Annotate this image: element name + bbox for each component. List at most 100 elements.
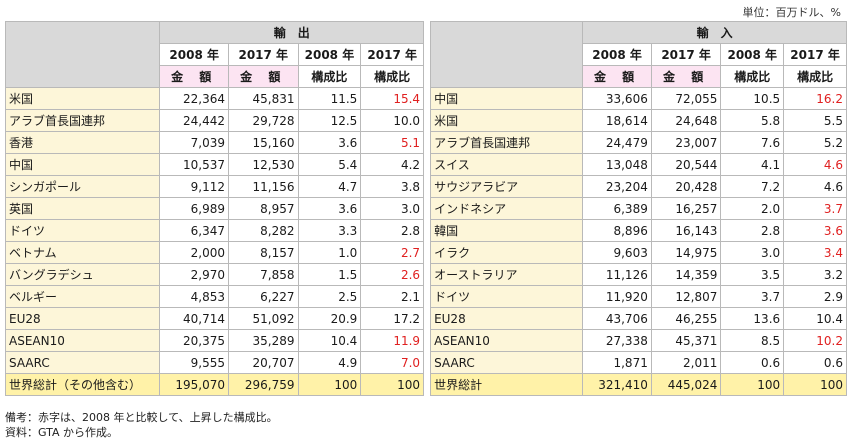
column-gap-cell — [423, 131, 432, 154]
export-amount-2017: 12,530 — [228, 153, 299, 176]
export-partner-name: ASEAN10 — [4, 329, 161, 352]
import-ratio-2008: 2.0 — [720, 197, 785, 220]
import-year-2008-ratio: 2008 年 — [720, 43, 785, 66]
export-ratio-2008: 1.0 — [297, 241, 362, 264]
column-gap-cell — [423, 263, 432, 286]
import-amount-2008: 8,896 — [582, 219, 652, 242]
import-ratio-2017-header: 構成比 — [783, 65, 847, 88]
import-ratio-2017: 3.2 — [783, 263, 847, 286]
table-row: ASEAN10 20,375 35,289 10.4 11.9 ASEAN10 27,338… — [4, 329, 847, 352]
import-ratio-2017: 0.6 — [783, 351, 847, 374]
import-amount-2017: 72,055 — [650, 87, 722, 110]
import-partner-name: 中国 — [430, 87, 584, 110]
export-ratio-2008: 1.5 — [297, 263, 362, 286]
export-year-2017-ratio: 2017 年 — [360, 43, 425, 66]
export-amount-2017: 6,227 — [228, 285, 299, 308]
import-partner-name: SAARC — [430, 351, 584, 374]
export-amount-2017: 8,157 — [228, 241, 299, 264]
import-ratio-2017: 10.2 — [783, 329, 847, 352]
import-partner-name: 韓国 — [430, 219, 584, 242]
export-ratio-2008: 10.4 — [297, 329, 362, 352]
import-ratio-2008: 100 — [720, 373, 785, 396]
export-ratio-2008: 2.5 — [297, 285, 362, 308]
table-row: ドイツ 6,347 8,282 3.3 2.8 韓国 8,896 16,143 2.8 3.6 — [4, 219, 847, 242]
import-ratio-2008: 3.5 — [720, 263, 785, 286]
import-amount-2017: 24,648 — [650, 109, 722, 132]
export-amount-2008: 22,364 — [159, 87, 229, 110]
export-partner-name: アラブ首長国連邦 — [4, 109, 161, 132]
import-amount-2008: 11,126 — [582, 263, 652, 286]
export-amount-2008: 24,442 — [159, 109, 229, 132]
import-ratio-2017: 3.7 — [783, 197, 847, 220]
import-ratio-2017: 3.4 — [783, 241, 847, 264]
import-amount-2017: 20,544 — [650, 153, 722, 176]
export-year-2017-amount: 2017 年 — [228, 43, 299, 66]
import-ratio-2017: 10.4 — [783, 307, 847, 330]
import-amount-2017: 20,428 — [650, 175, 722, 198]
import-year-2008-amount: 2008 年 — [582, 43, 652, 66]
export-amount-2008-header: 金 額 — [159, 65, 229, 88]
import-title: 輸 入 — [582, 21, 847, 44]
import-ratio-2017: 2.9 — [783, 285, 847, 308]
table-row: 中国 10,537 12,530 5.4 4.2 スイス 13,048 20,544 4.1 4.… — [4, 153, 847, 176]
export-ratio-2017: 4.2 — [360, 153, 425, 176]
export-ratio-2017: 3.0 — [360, 197, 425, 220]
export-ratio-2017: 100 — [360, 373, 425, 396]
import-year-2017-ratio: 2017 年 — [783, 43, 847, 66]
import-partner-name: アラブ首長国連邦 — [430, 131, 584, 154]
export-amount-2008: 6,347 — [159, 219, 229, 242]
export-amount-2017: 45,831 — [228, 87, 299, 110]
import-amount-2008: 23,204 — [582, 175, 652, 198]
table-row: アラブ首長国連邦 24,442 29,728 12.5 10.0 米国 18,614 24,6… — [4, 109, 847, 132]
column-gap-cell — [423, 307, 432, 330]
export-ratio-2008: 100 — [297, 373, 362, 396]
import-amount-2017: 23,007 — [650, 131, 722, 154]
export-partner-name: EU28 — [4, 307, 161, 330]
import-amount-2008: 27,338 — [582, 329, 652, 352]
header-row-measures: 金 額 金 額 構成比 構成比 金 額 金 額 構成比 構成比 — [6, 65, 847, 88]
export-partner-name: ベトナム — [4, 241, 161, 264]
export-partner-name: シンガポール — [4, 175, 161, 198]
export-amount-2017: 8,957 — [228, 197, 299, 220]
column-gap-cell — [423, 329, 432, 352]
export-ratio-2017: 7.0 — [360, 351, 425, 374]
export-title: 輸 出 — [159, 21, 425, 44]
import-amount-2017: 16,257 — [650, 197, 722, 220]
import-partner-name: イラク — [430, 241, 584, 264]
export-amount-2017: 35,289 — [228, 329, 299, 352]
import-amount-2008: 13,048 — [582, 153, 652, 176]
export-ratio-2017: 2.1 — [360, 285, 425, 308]
export-amount-2008: 40,714 — [159, 307, 229, 330]
source-note: 資料：GTA から作成。 — [5, 426, 119, 439]
export-ratio-2008-header: 構成比 — [297, 65, 362, 88]
export-ratio-2017-header: 構成比 — [360, 65, 425, 88]
import-amount-2017: 12,807 — [650, 285, 722, 308]
column-gap-cell — [423, 241, 432, 264]
export-ratio-2008: 12.5 — [297, 109, 362, 132]
import-ratio-2017: 4.6 — [783, 175, 847, 198]
column-gap-cell — [423, 285, 432, 308]
import-amount-2017-header: 金 額 — [650, 65, 722, 88]
column-gap-cell — [423, 351, 432, 374]
column-gap-cell — [423, 109, 432, 132]
header-row-years: 2008 年 2017 年 2008 年 2017 年 2008 年 2017 … — [6, 43, 847, 66]
import-ratio-2008: 8.5 — [720, 329, 785, 352]
export-amount-2017: 7,858 — [228, 263, 299, 286]
import-ratio-2008: 4.1 — [720, 153, 785, 176]
import-partner-name: インドネシア — [430, 197, 584, 220]
export-amount-2017: 29,728 — [228, 109, 299, 132]
export-ratio-2017: 5.1 — [360, 131, 425, 154]
import-amount-2017: 16,143 — [650, 219, 722, 242]
export-partner-name: 中国 — [4, 153, 161, 176]
export-amount-2008: 7,039 — [159, 131, 229, 154]
import-amount-2008: 33,606 — [582, 87, 652, 110]
import-ratio-2017: 100 — [783, 373, 847, 396]
table-body: 米国 22,364 45,831 11.5 15.4 中国 33,606 72,055 10.5… — [4, 87, 847, 396]
export-ratio-2008: 20.9 — [297, 307, 362, 330]
import-partner-name: 米国 — [430, 109, 584, 132]
export-amount-2008: 9,112 — [159, 175, 229, 198]
table-row: 香港 7,039 15,160 3.6 5.1 アラブ首長国連邦 24,479 23,007 7… — [4, 131, 847, 154]
export-amount-2017: 51,092 — [228, 307, 299, 330]
table-row: ベトナム 2,000 8,157 1.0 2.7 イラク 9,603 14,975 3.0 3.4 — [4, 241, 847, 264]
import-amount-2017: 45,371 — [650, 329, 722, 352]
